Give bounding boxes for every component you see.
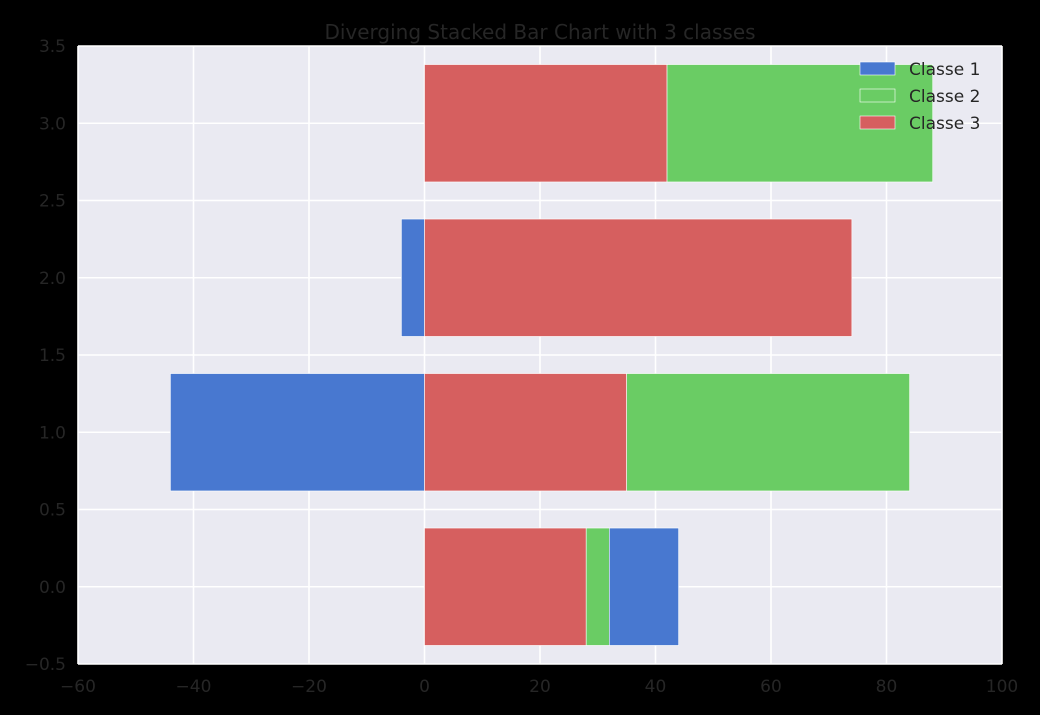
bars <box>170 64 933 646</box>
y-tick-label: 3.0 <box>39 114 66 134</box>
bar-segment-classe-3-row-0 <box>424 527 587 646</box>
y-tick-label: 3.5 <box>39 37 66 57</box>
bar-segment-classe-1-row-2 <box>401 218 425 337</box>
x-tick-label: −20 <box>291 677 327 697</box>
legend-label-classe-1: Classe 1 <box>909 60 980 80</box>
y-axis-ticks: −0.5 0.0 0.5 1.0 1.5 2.0 2.5 3.0 3.5 <box>25 37 66 675</box>
bar-segment-classe-3-row-1 <box>424 373 627 492</box>
y-tick-label: −0.5 <box>25 655 66 675</box>
y-tick-label: 0.0 <box>39 578 66 598</box>
y-tick-label: 2.0 <box>39 269 66 289</box>
x-tick-label: 40 <box>645 677 667 697</box>
x-axis-ticks: −60 −40 −20 0 20 40 60 80 100 <box>60 677 1018 697</box>
x-tick-label: −60 <box>60 677 96 697</box>
chart-title: Diverging Stacked Bar Chart with 3 class… <box>324 20 755 44</box>
bar-segment-classe-3-row-2 <box>424 218 853 337</box>
y-tick-label: 1.0 <box>39 423 66 443</box>
x-tick-label: −40 <box>176 677 212 697</box>
x-tick-label: 0 <box>419 677 430 697</box>
legend: Classe 1 Classe 2 Classe 3 <box>859 60 980 134</box>
bar-segment-classe-1-row-1 <box>170 373 425 492</box>
bar-segment-classe-1-row-0 <box>608 527 679 646</box>
y-tick-label: 0.5 <box>39 501 66 521</box>
legend-swatch-classe-1 <box>859 61 896 76</box>
bar-segment-classe-2-row-0 <box>585 527 610 646</box>
x-tick-label: 100 <box>986 677 1018 697</box>
legend-swatch-classe-2 <box>859 88 896 103</box>
x-tick-label: 20 <box>529 677 551 697</box>
x-tick-label: 60 <box>760 677 782 697</box>
bar-segment-classe-3-row-3 <box>424 64 668 183</box>
y-tick-label: 1.5 <box>39 346 66 366</box>
bar-segment-classe-2-row-1 <box>626 373 910 492</box>
legend-label-classe-3: Classe 3 <box>909 114 980 134</box>
legend-label-classe-2: Classe 2 <box>909 87 980 107</box>
legend-swatch-classe-3 <box>859 115 896 130</box>
x-tick-label: 80 <box>876 677 898 697</box>
y-tick-label: 2.5 <box>39 192 66 212</box>
